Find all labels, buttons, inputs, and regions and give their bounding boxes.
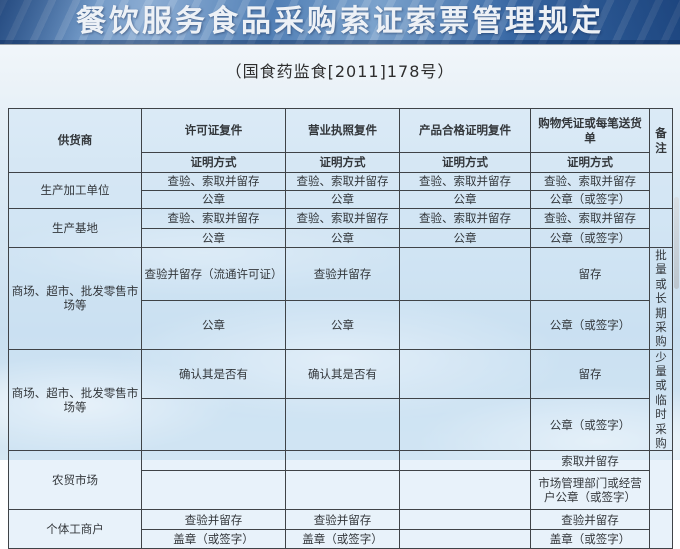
col-header-product-cert: 产品合格证明复件 bbox=[399, 108, 531, 153]
value-cell: 查验并留存（流通许可证） bbox=[141, 247, 286, 301]
value-cell bbox=[399, 529, 531, 549]
value-cell: 公章（或签字） bbox=[530, 299, 650, 350]
proof-method-header: 证明方式 bbox=[399, 152, 531, 173]
value-cell: 公章 bbox=[285, 299, 400, 350]
value-cell bbox=[141, 470, 286, 511]
proof-method-header: 证明方式 bbox=[141, 152, 286, 173]
col-header-voucher: 购物凭证或每笔送货单 bbox=[530, 108, 650, 153]
value-cell: 查验、索取并留存 bbox=[285, 172, 400, 191]
value-cell: 查验并留存 bbox=[285, 247, 400, 301]
value-cell: 查验、索取并留存 bbox=[399, 208, 531, 229]
value-cell bbox=[285, 398, 400, 452]
table-row: 公章 公章 公章（或签字） bbox=[9, 299, 673, 350]
value-cell: 公章（或签字） bbox=[530, 190, 650, 209]
value-cell: 查验、索取并留存 bbox=[141, 172, 286, 191]
value-cell: 确认其是否有 bbox=[141, 348, 286, 400]
value-cell: 查验、索取并留存 bbox=[530, 208, 650, 229]
proof-method-header: 证明方式 bbox=[530, 152, 650, 173]
table-row: 生产加工单位 查验、索取并留存 查验、索取并留存 查验、索取并留存 查验、索取并… bbox=[8, 172, 673, 209]
value-cell: 留存 bbox=[530, 247, 650, 301]
value-cell: 查验、索取并留存 bbox=[141, 208, 286, 229]
value-cell: 公章 bbox=[141, 228, 286, 248]
value-cell bbox=[141, 450, 286, 472]
value-cell bbox=[399, 509, 531, 531]
table-row: 公章 公章 公章 公章（或签字） bbox=[9, 228, 673, 248]
value-cell: 公章 bbox=[399, 190, 531, 209]
value-cell: 公章 bbox=[285, 190, 400, 209]
col-header-remark: 备注 bbox=[649, 108, 673, 173]
value-cell bbox=[141, 398, 286, 452]
remark-cell bbox=[649, 172, 673, 209]
remark-cell: 批量或长期采购 bbox=[649, 247, 673, 350]
value-cell: 查验并留存 bbox=[141, 509, 286, 531]
page-title: 餐饮服务食品采购索证索票管理规定 bbox=[76, 4, 604, 39]
value-cell bbox=[285, 450, 400, 472]
value-cell: 查验并留存 bbox=[530, 509, 650, 531]
title-banner: 餐饮服务食品采购索证索票管理规定 bbox=[0, 0, 680, 45]
value-cell: 查验、索取并留存 bbox=[285, 208, 400, 229]
value-cell: 盖章（或签字） bbox=[285, 529, 400, 549]
value-cell bbox=[399, 398, 531, 452]
value-cell: 查验、索取并留存 bbox=[530, 172, 650, 191]
value-cell: 留存 bbox=[530, 348, 650, 400]
supplier-cell: 生产加工单位 bbox=[8, 172, 142, 209]
supplier-cell: 个体工商户 bbox=[8, 509, 142, 549]
value-cell bbox=[399, 299, 531, 350]
table-row: 商场、超市、批发零售市场等 查验并留存（流通许可证） 查验并留存 留存 批量或长… bbox=[8, 247, 673, 350]
header-row-1: 供货商 许可证复件 营业执照复件 产品合格证明复件 购物凭证或每笔送货单 备注 bbox=[8, 108, 673, 173]
value-cell: 公章 bbox=[399, 228, 531, 248]
value-cell: 公章（或签字） bbox=[530, 228, 650, 248]
proof-method-header: 证明方式 bbox=[285, 152, 400, 173]
col-header-license: 许可证复件 bbox=[141, 108, 286, 153]
value-cell: 查验、索取并留存 bbox=[399, 172, 531, 191]
scrollbar-thumb[interactable] bbox=[674, 197, 679, 289]
value-cell: 公章 bbox=[141, 299, 286, 350]
table-row: 商场、超市、批发零售市场等 确认其是否有 确认其是否有 留存 少量或临时采购 bbox=[8, 348, 673, 452]
supplier-cell: 生产基地 bbox=[8, 208, 142, 248]
value-cell bbox=[399, 348, 531, 400]
value-cell bbox=[399, 470, 531, 511]
procurement-table: 供货商 许可证复件 营业执照复件 产品合格证明复件 购物凭证或每笔送货单 备注 … bbox=[8, 108, 673, 549]
supplier-cell: 商场、超市、批发零售市场等 bbox=[8, 348, 142, 452]
value-cell: 盖章（或签字） bbox=[530, 529, 650, 549]
value-cell: 查验并留存 bbox=[285, 509, 400, 531]
value-cell bbox=[399, 247, 531, 301]
remark-cell bbox=[649, 509, 673, 549]
value-cell: 市场管理部门或经营户公章（或签字） bbox=[530, 470, 650, 511]
table-row: 农贸市场 索取并留存 bbox=[8, 450, 673, 511]
value-cell bbox=[285, 470, 400, 511]
table-row: 个体工商户 查验并留存 查验并留存 查验并留存 bbox=[8, 509, 673, 549]
value-cell: 公章（或签字） bbox=[530, 398, 650, 452]
col-header-supplier: 供货商 bbox=[8, 108, 142, 173]
document-number: （国食药监食[2011]178号） bbox=[225, 62, 455, 81]
remark-cell bbox=[649, 208, 673, 248]
value-cell bbox=[399, 450, 531, 472]
remark-cell: 少量或临时采购 bbox=[649, 348, 673, 452]
value-cell: 索取并留存 bbox=[530, 450, 650, 472]
value-cell: 公章 bbox=[141, 190, 286, 209]
col-header-business-license: 营业执照复件 bbox=[285, 108, 400, 153]
table-row: 生产基地 查验、索取并留存 查验、索取并留存 查验、索取并留存 查验、索取并留存 bbox=[8, 208, 673, 248]
value-cell: 公章 bbox=[285, 228, 400, 248]
supplier-cell: 商场、超市、批发零售市场等 bbox=[8, 247, 142, 350]
value-cell: 盖章（或签字） bbox=[141, 529, 286, 549]
value-cell: 确认其是否有 bbox=[285, 348, 400, 400]
